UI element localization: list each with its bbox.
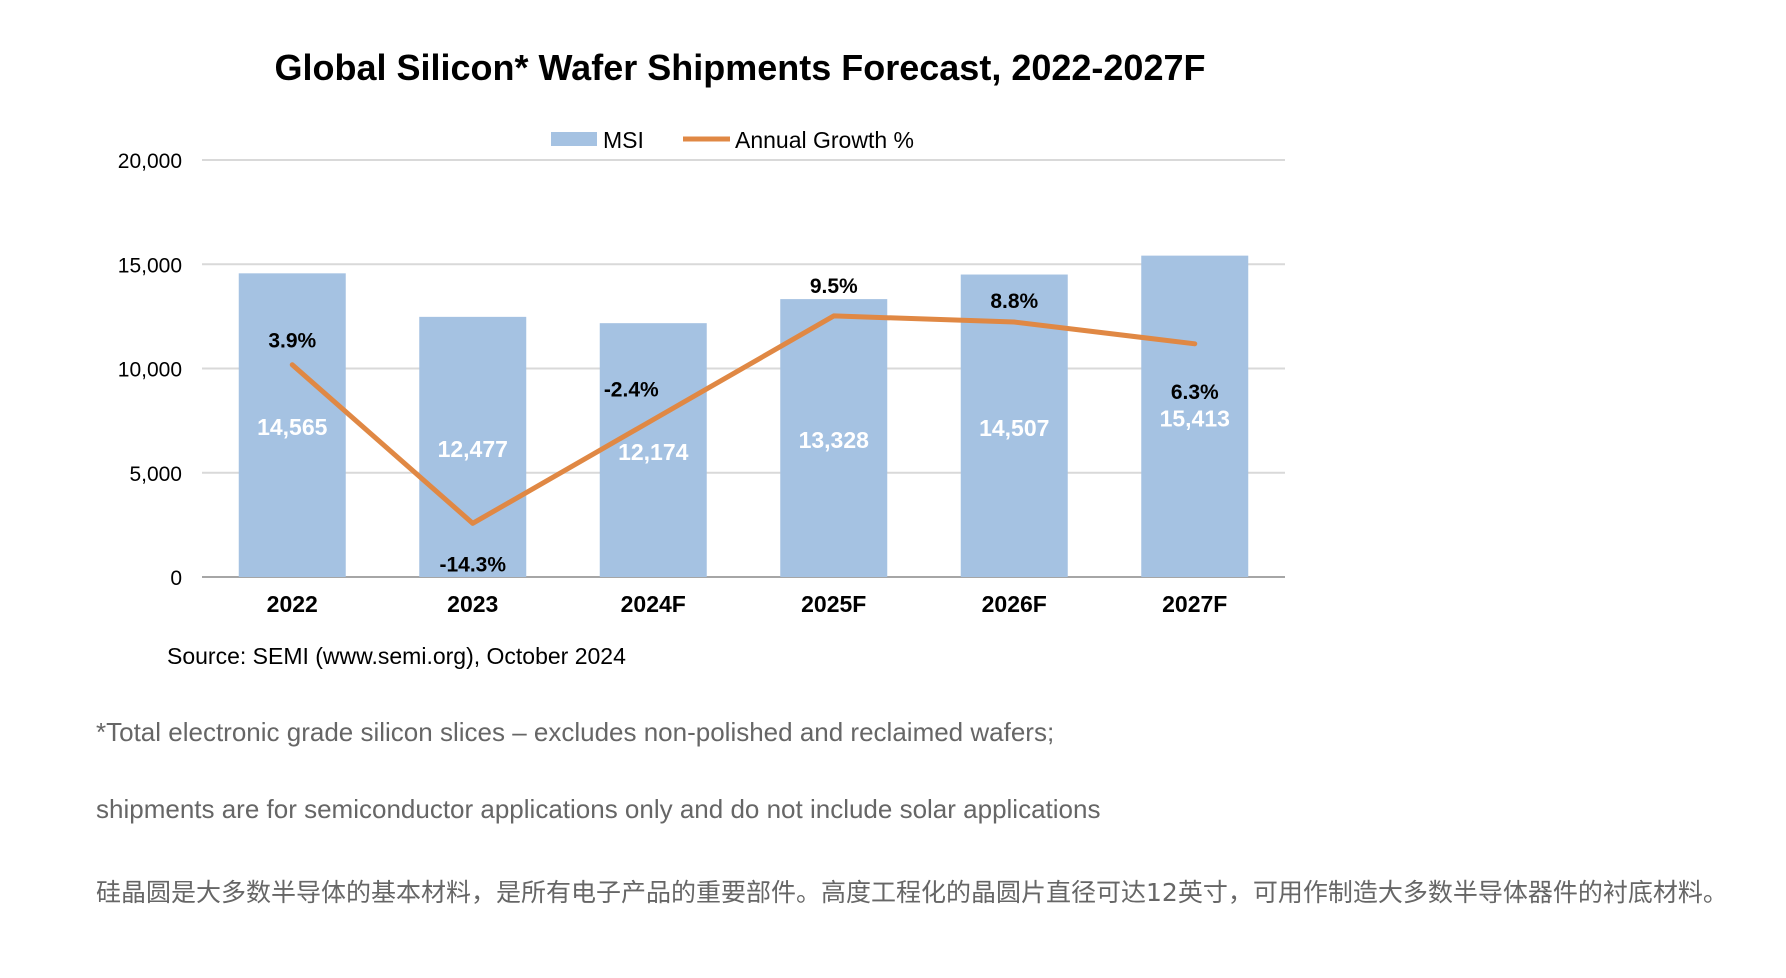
bar-2025f xyxy=(780,299,888,577)
bar-value-label: 12,174 xyxy=(618,439,689,465)
notes-section: *Total electronic grade silicon slices –… xyxy=(96,715,1756,959)
growth-value-label: 9.5% xyxy=(810,275,858,298)
annual-growth-line xyxy=(289,313,1198,526)
growth-value-label: -2.4% xyxy=(604,379,659,402)
y-tick-label: 5,000 xyxy=(129,463,182,486)
legend-label-msi: MSI xyxy=(603,127,644,153)
bar-2024f xyxy=(599,323,707,577)
footnote-scope: shipments are for semiconductor applicat… xyxy=(96,794,1101,824)
bar-value-label: 15,413 xyxy=(1160,405,1230,431)
footnote-definition: *Total electronic grade silicon slices –… xyxy=(96,717,1055,747)
bar-value-label: 14,507 xyxy=(979,415,1049,441)
bar-value-label: 12,477 xyxy=(438,436,508,462)
bar-2023 xyxy=(419,316,527,577)
chart-legend: MSI Annual Growth % xyxy=(551,127,914,153)
y-axis-tick-labels: 0 5,000 10,000 15,000 20,000 xyxy=(118,150,182,590)
bar-value-label: 13,328 xyxy=(799,427,870,453)
x-tick-label: 2024F xyxy=(621,591,686,617)
grid-lines xyxy=(202,159,1285,578)
growth-value-label: -14.3% xyxy=(439,553,506,576)
chart-source: Source: SEMI (www.semi.org), October 202… xyxy=(167,643,626,669)
msi-bars xyxy=(238,255,1249,577)
bar-2027f xyxy=(1141,255,1249,577)
description-chinese: 硅晶圆是大多数半导体的基本材料，是所有电子产品的重要部件。高度工程化的晶圆片直径… xyxy=(96,878,1728,907)
growth-value-label: 3.9% xyxy=(268,330,316,353)
bar-value-label: 14,565 xyxy=(257,414,328,440)
x-tick-label: 2023 xyxy=(447,591,498,617)
legend-swatch-msi xyxy=(551,132,597,146)
x-tick-label: 2027F xyxy=(1162,591,1227,617)
annual-growth-polyline xyxy=(289,313,1198,526)
y-tick-label: 10,000 xyxy=(118,359,182,382)
x-tick-label: 2025F xyxy=(801,591,866,617)
x-axis-tick-labels: 2022 2023 2024F 2025F 2026F 2027F xyxy=(267,591,1228,617)
y-tick-label: 0 xyxy=(170,567,182,590)
x-tick-label: 2026F xyxy=(982,591,1047,617)
growth-value-label: 6.3% xyxy=(1171,381,1219,404)
chart-title: Global Silicon* Wafer Shipments Forecast… xyxy=(275,47,1206,88)
legend-label-annual-growth: Annual Growth % xyxy=(735,127,914,153)
wafer-shipments-chart: Global Silicon* Wafer Shipments Forecast… xyxy=(118,47,1285,669)
y-tick-label: 15,000 xyxy=(118,254,182,277)
growth-value-label: 8.8% xyxy=(990,290,1038,313)
bar-2022 xyxy=(238,273,346,577)
annual-growth-labels: 3.9% -14.3% -2.4% 9.5% 8.8% 6.3% xyxy=(268,275,1219,576)
msi-bar-labels: 14,565 12,477 12,174 13,328 14,507 15,413 xyxy=(257,405,1230,465)
y-tick-label: 20,000 xyxy=(118,150,182,173)
x-tick-label: 2022 xyxy=(267,591,318,617)
